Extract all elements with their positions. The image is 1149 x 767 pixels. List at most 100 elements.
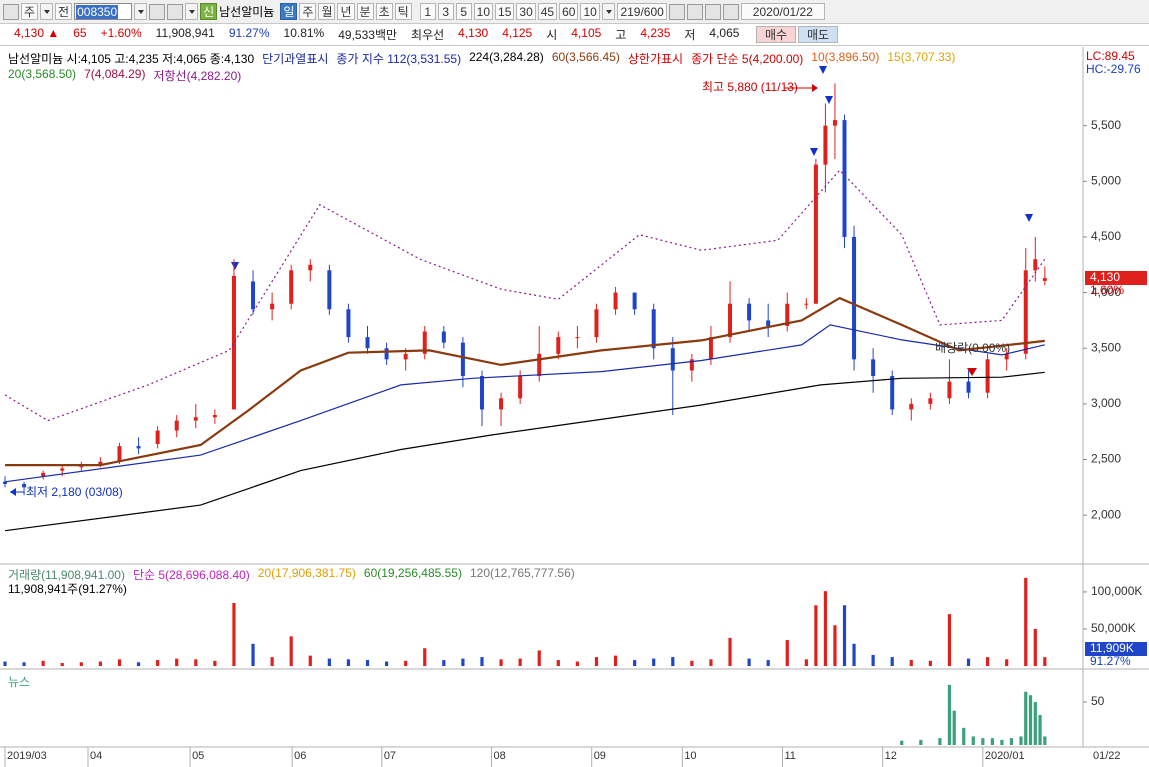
bar — [962, 727, 966, 745]
quote-item: 시 — [546, 28, 558, 42]
icon[interactable] — [3, 3, 19, 20]
dropdown[interactable] — [185, 3, 199, 20]
tool-icon[interactable] — [668, 3, 685, 20]
candle-body — [842, 120, 847, 237]
candle-body — [365, 337, 370, 349]
y-tick-label: 2,000 — [1091, 507, 1121, 521]
dropdown[interactable] — [601, 3, 615, 20]
interval-button[interactable]: 30 — [516, 3, 536, 20]
bar — [1043, 736, 1047, 745]
interval-button[interactable]: 3 — [437, 3, 454, 20]
bar — [900, 740, 904, 745]
y-tick-label: 3,500 — [1091, 340, 1121, 354]
bar — [1024, 691, 1028, 745]
x-tick-label: 2020/01 — [985, 750, 1025, 762]
news-legend: 뉴스 — [8, 673, 1083, 690]
y-tick-label: 5,500 — [1091, 118, 1121, 132]
bar — [575, 661, 579, 666]
save-icon[interactable] — [704, 3, 721, 20]
bar — [1000, 739, 1004, 745]
tool-icon[interactable] — [686, 3, 703, 20]
marker — [231, 262, 239, 270]
dropdown[interactable] — [134, 3, 148, 20]
volume-subtitle: 11,908,941주(91.27%) — [8, 582, 127, 596]
period-button[interactable]: 주 — [299, 3, 317, 20]
bar — [1028, 695, 1033, 745]
sell-button[interactable]: 매도 — [798, 26, 838, 43]
bar — [928, 660, 932, 666]
x-tick-label: 12 — [885, 750, 897, 762]
candle-body — [852, 236, 857, 360]
candle-body — [613, 292, 618, 310]
interval-button[interactable]: 5 — [455, 3, 472, 20]
bar — [1043, 657, 1047, 666]
mode-button[interactable]: 전 — [55, 3, 73, 20]
y-tick-label: 100,000K — [1091, 584, 1142, 598]
bar — [22, 662, 26, 666]
x-tick-label: 11 — [784, 750, 795, 762]
bar — [690, 660, 694, 666]
quote-item: 4,105 — [571, 26, 602, 40]
indicator-lc: LC:89.45 — [1086, 49, 1135, 63]
interval-button[interactable]: 1 — [419, 3, 436, 20]
legend-item: 224(3,284.28) — [469, 50, 544, 64]
settings-icon[interactable] — [722, 3, 739, 20]
bar — [804, 659, 808, 666]
search-icon[interactable] — [149, 3, 166, 20]
period-button[interactable]: 월 — [318, 3, 336, 20]
bar — [117, 659, 122, 666]
bar — [947, 684, 952, 745]
market-select[interactable]: 주 — [21, 3, 39, 20]
arrow-head — [10, 488, 16, 496]
bar — [365, 660, 370, 666]
candle-body — [556, 337, 561, 354]
quote-item: +1.60% — [100, 26, 142, 40]
quote-item: 4,235 — [640, 26, 671, 40]
candle-body — [41, 472, 46, 477]
candle-body — [1033, 259, 1038, 271]
ma-line — [5, 296, 1045, 467]
bar — [442, 660, 446, 666]
period-button[interactable]: 일 — [280, 3, 298, 20]
background — [0, 46, 1149, 767]
period-button[interactable]: 초 — [375, 3, 393, 20]
candle-body — [708, 337, 713, 360]
count-select[interactable]: 10 — [580, 3, 600, 20]
x-tick-label: 05 — [192, 750, 204, 762]
sound-icon[interactable] — [167, 3, 184, 20]
bar — [251, 643, 255, 666]
candle-body — [499, 398, 504, 410]
marker — [825, 96, 833, 104]
period-button[interactable]: 틱 — [394, 3, 412, 20]
candle-body — [98, 461, 103, 466]
buy-button[interactable]: 매수 — [756, 26, 796, 43]
date[interactable]: 2020/01/22 — [740, 3, 825, 20]
bar — [766, 660, 770, 666]
interval-button[interactable]: 60 — [559, 3, 579, 20]
bar — [652, 658, 656, 666]
bar — [136, 662, 141, 666]
legend-item: 단순 5(28,696,088.40) — [132, 568, 250, 582]
period-button[interactable]: 년 — [337, 3, 355, 20]
volume-subtitle-box: 11,908,941주(91.27%) — [8, 580, 1083, 597]
interval-button[interactable]: 15 — [495, 3, 515, 20]
period-button[interactable]: 분 — [356, 3, 374, 20]
x-tick-label: 10 — [684, 750, 696, 762]
interval-button[interactable]: 10 — [473, 3, 494, 20]
x-tick-label: 06 — [294, 750, 306, 762]
code-input[interactable]: 008350 — [74, 3, 133, 20]
quote-item: 4,130 — [458, 26, 489, 40]
count: 219/600 — [616, 3, 667, 20]
interval-group: 1 3 5 10 15 30 45 60 — [419, 3, 581, 20]
bar — [537, 650, 541, 666]
quote-item: 10.81% — [283, 26, 325, 40]
interval-button[interactable]: 45 — [537, 3, 558, 20]
dropdown[interactable] — [40, 3, 54, 20]
bar — [1038, 714, 1042, 745]
candle-body — [212, 414, 217, 418]
bar — [594, 657, 599, 666]
bar — [842, 605, 847, 666]
legend-item: 60(19,256,485.55) — [363, 566, 462, 580]
